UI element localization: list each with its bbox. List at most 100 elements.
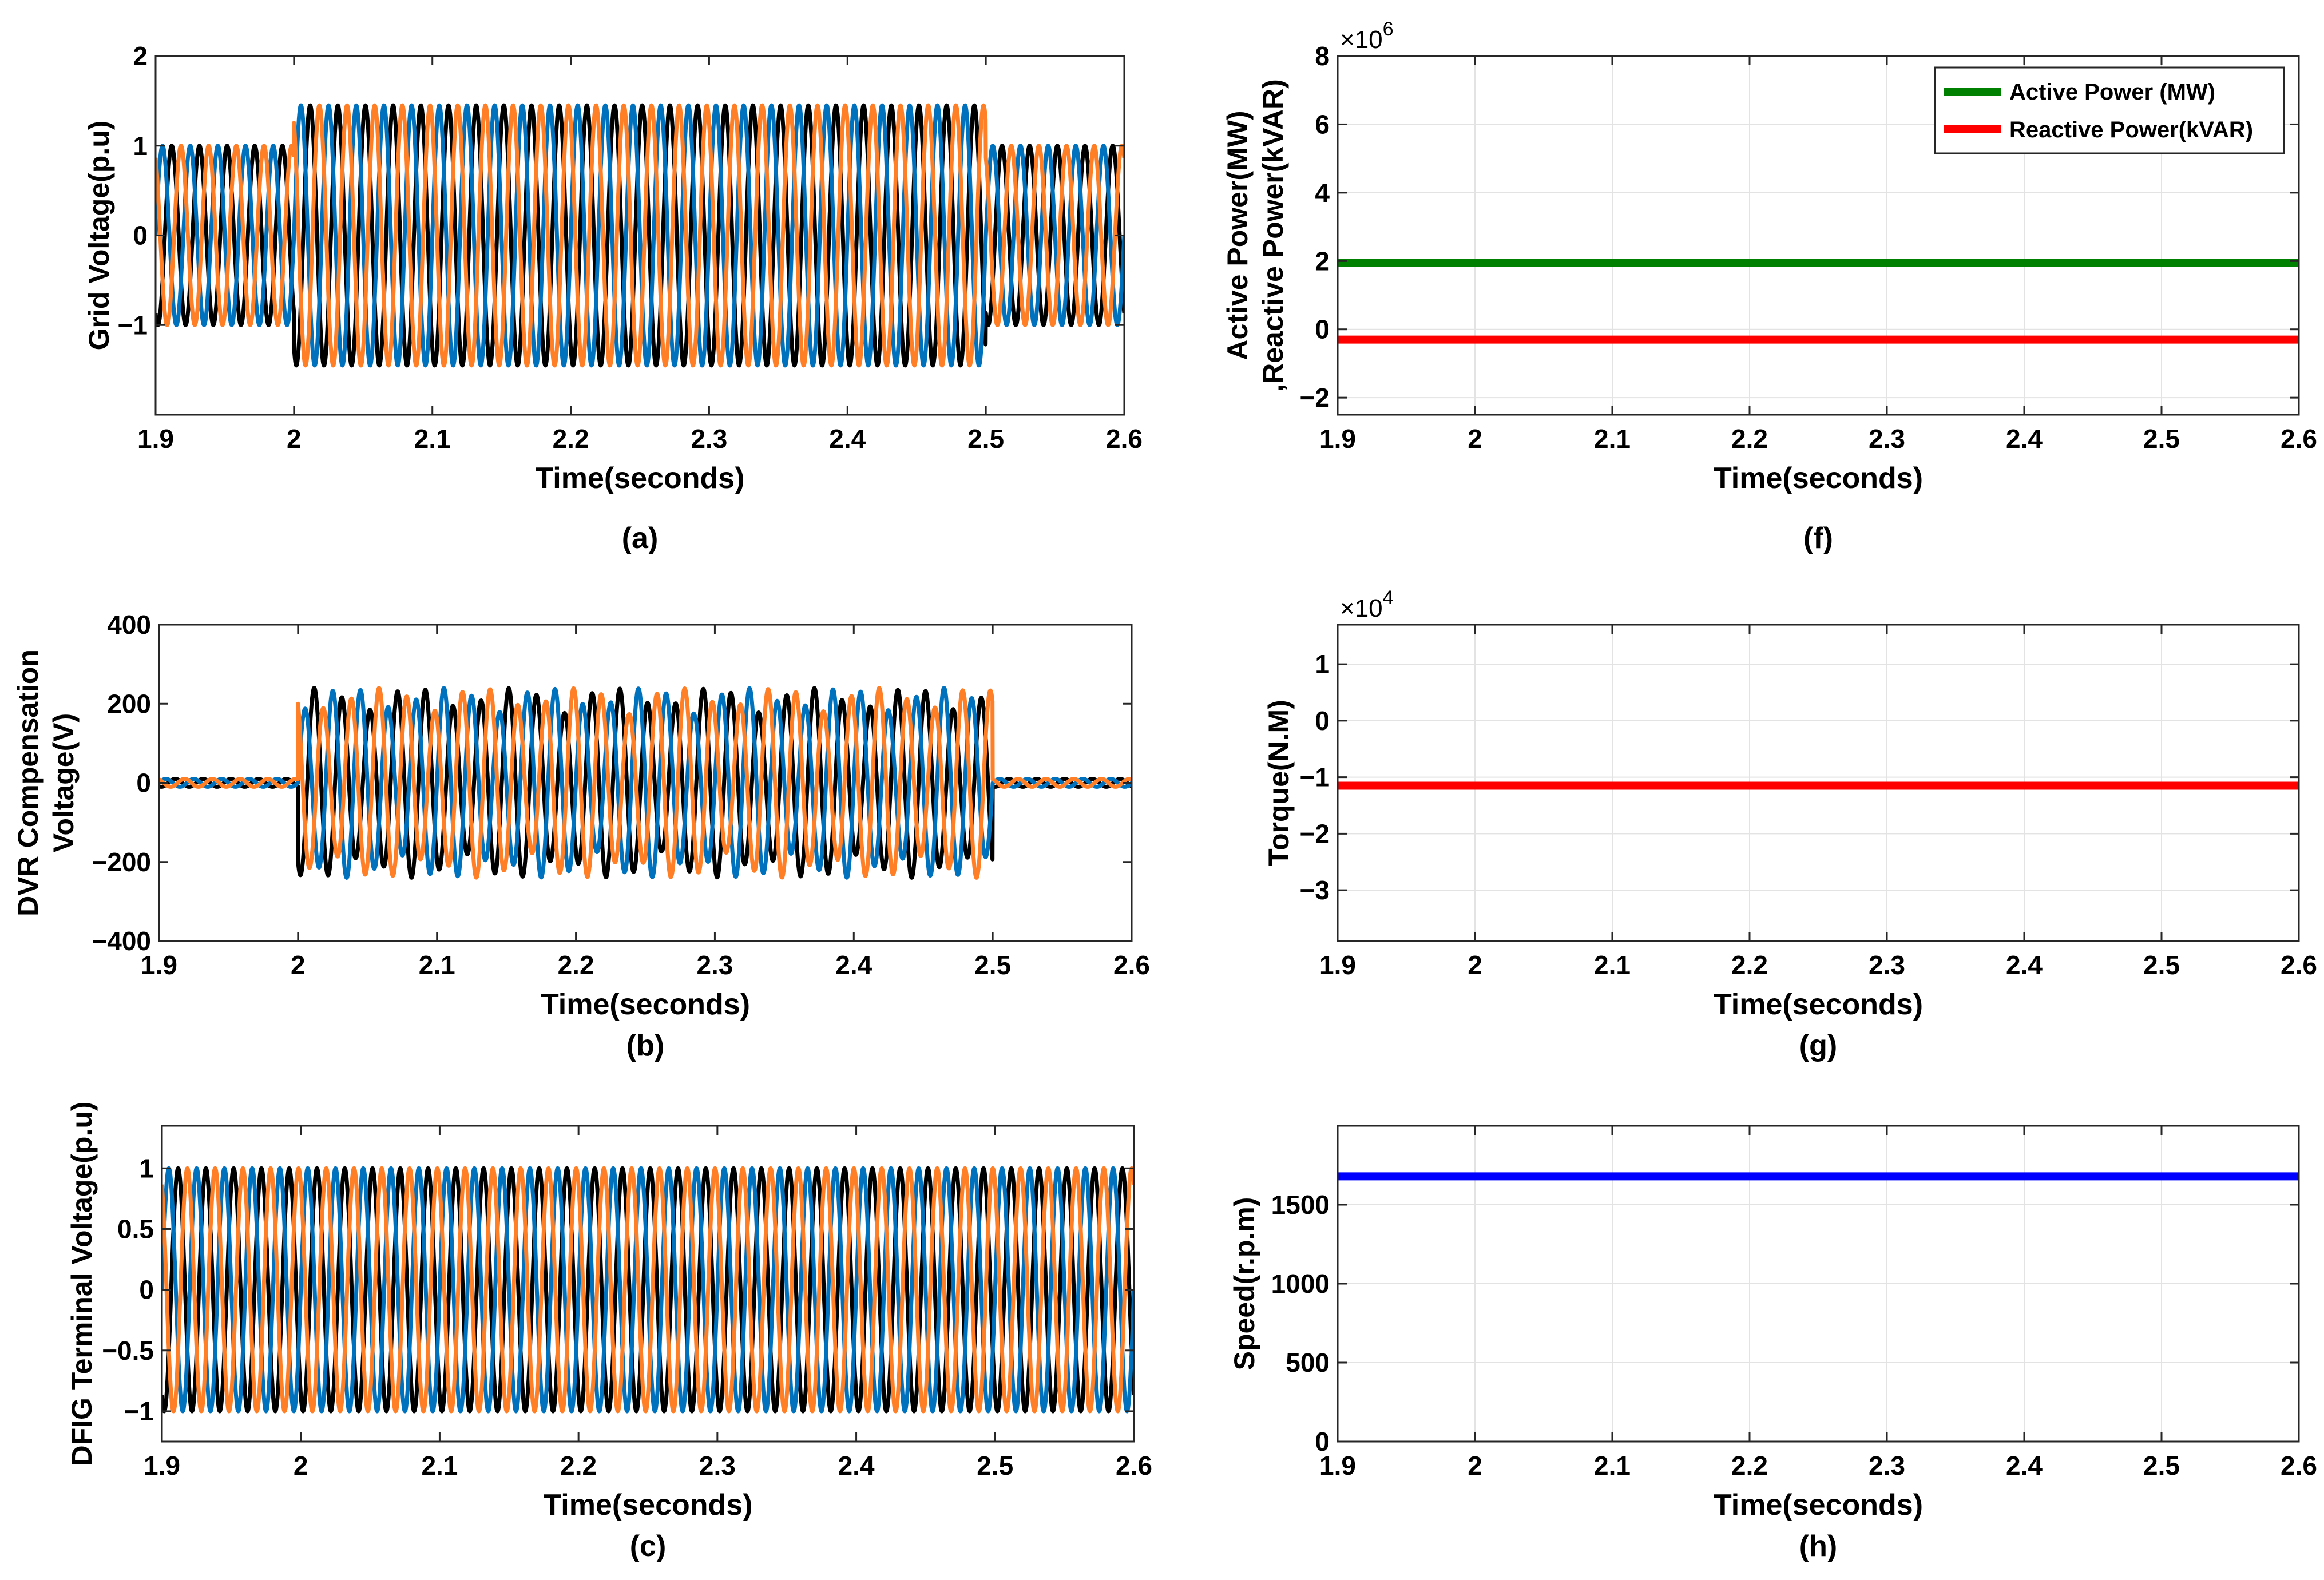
chart-b: 1.9 2 2.1 2.2 2.3 2.4 2.5 2.6 −400 −200 0 200 400 Tim… [12, 610, 1150, 1062]
x-tick-label: 2.6 [1106, 424, 1143, 454]
series-phase-c [162, 1166, 1134, 1414]
x-tick-label: 2.1 [1594, 424, 1631, 454]
y-tick-label: 0 [1315, 1427, 1330, 1456]
series-group [156, 103, 1124, 368]
y-tick-label: −1 [118, 310, 148, 340]
axes-box [1337, 55, 2300, 416]
chart-h: 1.9 2 2.1 2.2 2.3 2.4 2.5 2.6 0 500 1000 1500 Time(s… [1228, 1125, 2317, 1563]
series-group [1338, 259, 2299, 344]
x-tick-label: 2.3 [691, 424, 727, 454]
chart-f: 1.9 2 2.1 2.2 2.3 2.4 2.5 2.6 −2 0 2 4 6 8 ×106 Time(se… [1222, 18, 2317, 555]
panel-caption: (g) [1799, 1029, 1837, 1062]
x-tick-label: 2.2 [1731, 1451, 1768, 1480]
y-axis-label-line: Active Power(MW) [1222, 110, 1254, 360]
y-tick-label: 1500 [1271, 1190, 1330, 1220]
x-axis-label: Time(seconds) [1714, 1488, 1923, 1522]
y-tick-label: 0 [1315, 315, 1330, 344]
x-tick-label: 1.9 [1319, 1451, 1356, 1480]
x-tick-label: 2.5 [2143, 424, 2180, 454]
y-multiplier: ×104 [1340, 587, 1394, 622]
y-tick-label: −1 [124, 1396, 154, 1426]
x-tick-label: 2.4 [2006, 1451, 2043, 1480]
x-tick-label: 2.2 [553, 424, 589, 454]
x-tick-label: 2 [291, 950, 306, 980]
x-tick-label: 2.5 [967, 424, 1004, 454]
y-axis-label-line: ,Reactive Power(kVAR) [1257, 79, 1289, 391]
x-axis-label: Time(seconds) [535, 462, 744, 495]
x-tick-label: 2.6 [2281, 1451, 2317, 1480]
x-tick-label: 2.1 [1594, 950, 1631, 980]
y-tick-label: 6 [1315, 109, 1330, 139]
panel-caption: (c) [630, 1530, 667, 1563]
chart-c: 1.9 2 2.1 2.2 2.3 2.4 2.5 2.6 −1 −0.5 0 0.5 1 Time(se… [66, 1101, 1152, 1563]
y-tick-label: 1000 [1271, 1269, 1330, 1299]
legend-entry: Reactive Power(kVAR) [2009, 117, 2253, 142]
y-tick-label: −2 [1300, 383, 1330, 412]
x-tick-label: 2.5 [2143, 950, 2180, 980]
y-tick-label: 200 [107, 689, 151, 718]
y-axis-label: Torque(N.M) [1263, 700, 1295, 866]
panel-caption: (h) [1799, 1530, 1837, 1563]
y-axis-label: DFIG Terminal Voltage(p.u) [66, 1101, 98, 1466]
x-tick-label: 2.6 [1116, 1451, 1152, 1480]
legend-box [1934, 66, 2285, 154]
x-axis-label: Time(seconds) [1714, 462, 1923, 495]
x-tick-label: 2.4 [829, 424, 866, 454]
x-tick-label: 2.2 [560, 1451, 597, 1480]
x-tick-label: 2 [1468, 424, 1482, 454]
y-tick-label: 0 [136, 768, 151, 798]
axes-box [161, 1125, 1135, 1443]
y-tick-label: 1 [139, 1153, 154, 1183]
x-tick-label: 2 [1468, 950, 1482, 980]
x-tick-label: 2.2 [558, 950, 594, 980]
x-tick-label: 2.6 [2281, 950, 2317, 980]
y-tick-label: −0.5 [102, 1336, 154, 1365]
panel-caption: (b) [626, 1029, 664, 1062]
y-tick-label: 2 [133, 41, 148, 71]
x-axis-label: Time(seconds) [543, 1488, 752, 1522]
axes-box [1337, 624, 2300, 942]
y-tick-label: −2 [1300, 819, 1330, 848]
series-phase-b [159, 686, 1132, 880]
series-phase-a [159, 686, 1132, 880]
legend: Active Power (MW) Reactive Power(kVAR) [1934, 66, 2285, 154]
x-tick-label: 2.4 [835, 950, 872, 980]
x-tick-label: 1.9 [1319, 950, 1356, 980]
y-tick-label: 1 [1315, 649, 1330, 679]
chart-a: 1.9 2 2.1 2.2 2.3 2.4 2.5 2.6 −1 0 1 2 Time(seconds)… [83, 41, 1143, 555]
x-tick-label: 1.9 [141, 950, 177, 980]
x-tick-label: 2.1 [414, 424, 451, 454]
y-tick-label: 8 [1315, 41, 1330, 71]
x-tick-label: 1.9 [137, 424, 174, 454]
y-axis-label-line: DVR Compensation [12, 649, 44, 916]
series-phase-a [156, 103, 1124, 368]
series-phase-a [162, 1166, 1134, 1414]
series-phase-b [162, 1166, 1134, 1414]
x-tick-label: 2 [287, 424, 302, 454]
y-tick-label: −200 [92, 847, 151, 877]
y-tick-label: −3 [1300, 875, 1330, 905]
x-tick-label: 2.6 [1113, 950, 1150, 980]
x-tick-label: 2.6 [2281, 424, 2317, 454]
x-tick-label: 2.1 [419, 950, 455, 980]
x-tick-label: 2.1 [421, 1451, 458, 1480]
y-tick-label: 0 [133, 221, 148, 251]
x-tick-label: 2.3 [699, 1451, 736, 1480]
x-tick-label: 2.1 [1594, 1451, 1631, 1480]
series-phase-c [156, 103, 1124, 368]
x-tick-label: 2 [1468, 1451, 1482, 1480]
x-tick-label: 2.3 [696, 950, 733, 980]
x-axis-label: Time(seconds) [541, 988, 750, 1021]
x-tick-label: 2.3 [1869, 950, 1905, 980]
x-tick-label: 2.2 [1731, 950, 1768, 980]
y-tick-label: 0.5 [117, 1214, 154, 1244]
x-tick-label: 2.2 [1731, 424, 1768, 454]
legend-entry: Active Power (MW) [2009, 80, 2215, 105]
y-tick-label: 500 [1286, 1348, 1330, 1377]
y-tick-label: 0 [139, 1275, 154, 1305]
y-tick-label: 2 [1315, 246, 1330, 276]
x-tick-label: 2.4 [2006, 424, 2043, 454]
panel-caption: (f) [1803, 522, 1833, 555]
